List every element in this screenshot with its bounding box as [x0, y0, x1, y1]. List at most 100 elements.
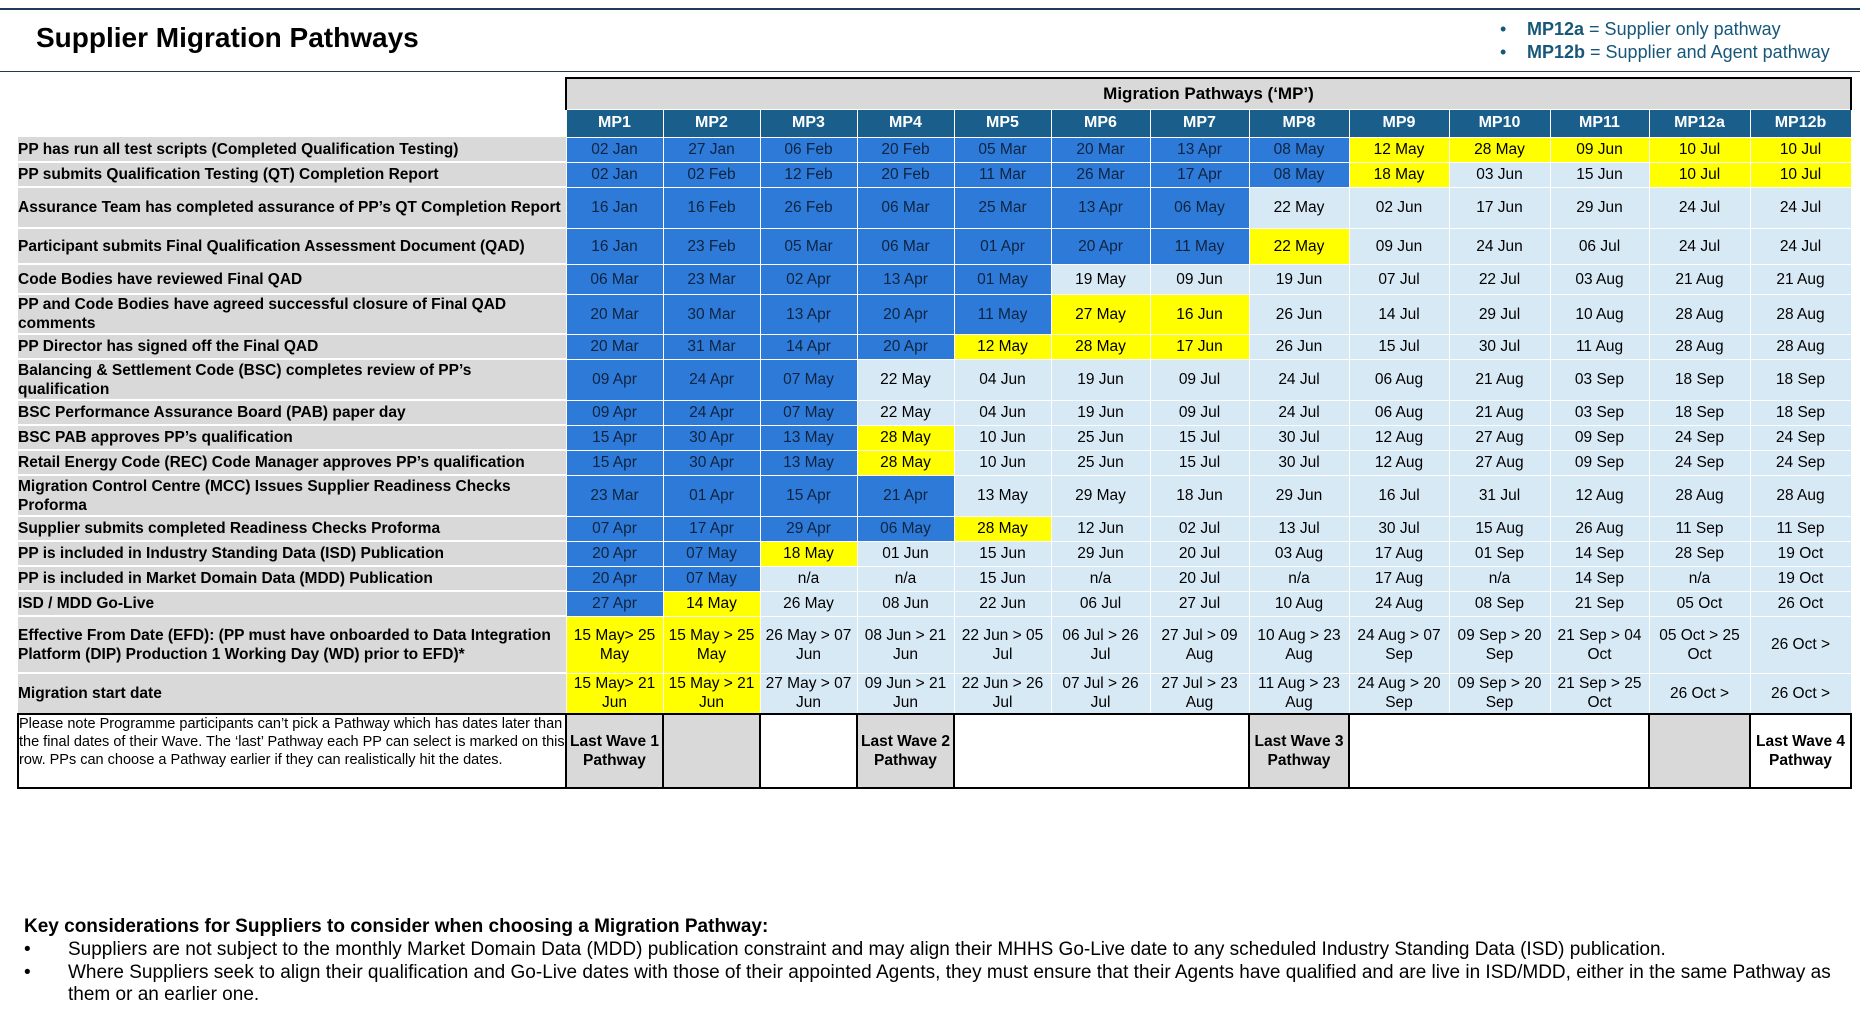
date-cell: 11 Mar [953, 161, 1052, 188]
date-cell: n/a [1448, 565, 1551, 592]
bullet-icon: • [24, 962, 31, 983]
date-cell: 29 Jun [1248, 474, 1350, 517]
date-cell: 30 Jul [1448, 333, 1551, 360]
date-cell: 28 Aug [1749, 293, 1852, 335]
date-cell: n/a [759, 565, 858, 592]
date-cell: 08 May [1248, 161, 1350, 188]
key-considerations-heading: Key considerations for Suppliers to cons… [24, 916, 769, 937]
milestone-label: Migration Control Centre (MCC) Issues Su… [18, 475, 566, 517]
date-cell: 15 May> 21 Jun [565, 672, 664, 715]
wave-marker: Last Wave 1 Pathway [565, 713, 664, 789]
date-cell: 14 Jul [1348, 293, 1450, 335]
migration-pathways-header: Migration Pathways (‘MP’) [565, 77, 1852, 109]
date-cell: 18 Sep [1648, 358, 1751, 401]
date-cell: 09 Jul [1149, 358, 1250, 401]
date-cell: 15 Apr [565, 424, 664, 451]
date-cell: 17 Jun [1149, 333, 1250, 360]
date-cell: 19 Jun [1248, 263, 1350, 295]
date-cell: 02 Jul [1149, 515, 1250, 542]
date-cell: 18 Sep [1648, 399, 1751, 426]
date-cell: 29 May [1050, 474, 1151, 517]
date-cell: 03 Jun [1448, 161, 1551, 188]
date-cell: 04 Jun [953, 358, 1052, 401]
date-cell: 31 Mar [662, 333, 761, 360]
date-cell: 16 Jan [565, 186, 664, 229]
date-cell: 28 May [953, 515, 1052, 542]
date-cell: 22 Jun [953, 590, 1052, 617]
date-cell: 20 Mar [565, 333, 664, 360]
date-cell: n/a [1648, 565, 1751, 592]
table-row: PP has run all test scripts (Completed Q… [18, 136, 1852, 163]
page-title: Supplier Migration Pathways [36, 22, 419, 53]
milestone-label: Participant submits Final Qualification … [18, 228, 566, 265]
date-cell: 06 Jul [1549, 227, 1650, 265]
date-cell: 24 Sep [1749, 424, 1852, 451]
date-cell: 11 Sep [1648, 515, 1751, 542]
milestone-label: BSC Performance Assurance Board (PAB) pa… [18, 400, 566, 426]
legend-code: MP12a [1527, 19, 1585, 39]
date-cell: 11 May [953, 293, 1052, 335]
date-cell: 12 May [953, 333, 1052, 360]
date-cell: 25 Jun [1050, 424, 1151, 451]
date-cell: 01 May [953, 263, 1052, 295]
date-cell: 26 May > 07 Jun [759, 615, 858, 674]
bullet-icon: • [24, 939, 31, 960]
date-cell: 01 Jun [856, 540, 955, 567]
date-cell: 15 Jul [1348, 333, 1450, 360]
date-cell: 21 Sep > 25 Oct [1549, 672, 1650, 715]
date-cell: 29 Jul [1448, 293, 1551, 335]
date-cell: 28 Aug [1648, 293, 1751, 335]
date-cell: 21 Aug [1749, 263, 1852, 295]
date-cell: 24 Jul [1749, 186, 1852, 229]
date-cell: 22 Jun > 26 Jul [953, 672, 1052, 715]
date-cell: 30 Jul [1348, 515, 1450, 542]
date-cell: 10 Jul [1648, 161, 1751, 188]
table-row: Migration Control Centre (MCC) Issues Su… [18, 474, 1852, 517]
date-cell: 27 May [1050, 293, 1151, 335]
date-cell: 11 Aug > 23 Aug [1248, 672, 1350, 715]
date-cell: 19 May [1050, 263, 1151, 295]
legend-text: = Supplier and Agent pathway [1585, 42, 1830, 62]
date-cell: 10 Aug > 23 Aug [1248, 615, 1350, 674]
column-header: MP5 [953, 108, 1052, 138]
date-cell: 28 May [1448, 136, 1551, 163]
date-cell: 03 Aug [1549, 263, 1650, 295]
date-cell: 15 Jun [953, 565, 1052, 592]
column-header: MP2 [662, 108, 761, 138]
milestone-label: Supplier submits completed Readiness Che… [18, 516, 566, 542]
date-cell: 12 Aug [1348, 449, 1450, 476]
date-cell: 12 Jun [1050, 515, 1151, 542]
table-row: Effective From Date (EFD): (PP must have… [18, 615, 1852, 674]
table-row: PP submits Qualification Testing (QT) Co… [18, 161, 1852, 188]
column-header: MP12b [1749, 108, 1852, 138]
date-cell: 27 Apr [565, 590, 664, 617]
date-cell: 29 Jun [1050, 540, 1151, 567]
date-cell: 20 Mar [1050, 136, 1151, 163]
date-cell: 02 Jun [1348, 186, 1450, 229]
date-cell: 05 Mar [953, 136, 1052, 163]
date-cell: 15 Jun [1549, 161, 1650, 188]
date-cell: 20 Jul [1149, 540, 1250, 567]
date-cell: 26 Mar [1050, 161, 1151, 188]
date-cell: 16 Feb [662, 186, 761, 229]
table-row: Balancing & Settlement Code (BSC) comple… [18, 358, 1852, 401]
date-cell: 26 Oct > [1749, 615, 1852, 674]
date-cell: 13 Apr [759, 293, 858, 335]
date-cell: 08 Jun > 21 Jun [856, 615, 955, 674]
date-cell: 26 Oct [1749, 590, 1852, 617]
date-cell: 17 Aug [1348, 540, 1450, 567]
key-considerations: Key considerations for Suppliers to cons… [24, 916, 1844, 1006]
date-cell: 06 Aug [1348, 358, 1450, 401]
date-cell: 15 May > 21 Jun [662, 672, 761, 715]
date-cell: 13 May [953, 474, 1052, 517]
date-cell: 20 Apr [565, 565, 664, 592]
date-cell: 06 May [856, 515, 955, 542]
table-row: BSC PAB approves PP’s qualification 15 Ap… [18, 424, 1852, 451]
date-cell: 29 Apr [759, 515, 858, 542]
date-cell: 01 Apr [662, 474, 761, 517]
date-cell: 26 Jun [1248, 293, 1350, 335]
wave-marker: Last Wave 2 Pathway [856, 713, 955, 789]
date-cell: 13 May [759, 449, 858, 476]
date-cell: n/a [1248, 565, 1350, 592]
date-cell: 12 Feb [759, 161, 858, 188]
